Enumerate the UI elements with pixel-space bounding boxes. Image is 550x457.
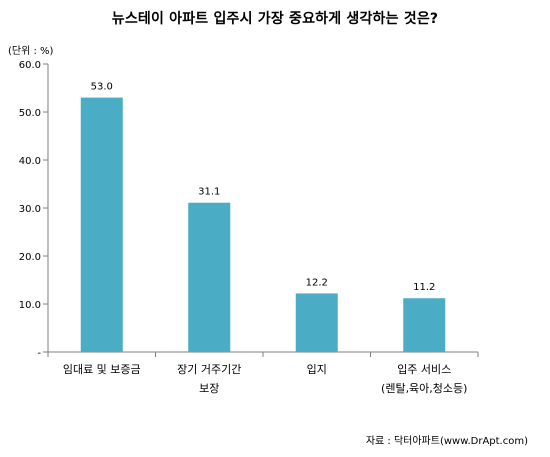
bar-value-label: 12.2 bbox=[306, 277, 328, 288]
source-note: 자료 : 닥터아파트(www.DrApt.com) bbox=[365, 436, 528, 447]
bar bbox=[295, 293, 338, 352]
chart-title: 뉴스테이 아파트 입주시 가장 중요하게 생각하는 것은? bbox=[111, 11, 439, 27]
bar bbox=[403, 298, 446, 352]
x-category-label: 보장 bbox=[199, 382, 219, 395]
y-tick-label: 20.0 bbox=[19, 252, 41, 263]
x-category-label: 장기 거주기간 bbox=[177, 363, 241, 376]
bar bbox=[80, 97, 123, 352]
bar-value-label: 11.2 bbox=[413, 282, 435, 293]
y-tick-label: 30.0 bbox=[19, 204, 41, 215]
bar bbox=[188, 202, 231, 352]
y-tick-label: 50.0 bbox=[19, 108, 41, 119]
y-tick-label: 40.0 bbox=[19, 156, 41, 167]
x-category-label: 임대료 및 보증금 bbox=[63, 363, 141, 376]
bar-value-label: 31.1 bbox=[198, 187, 220, 198]
x-category-label: 입주 서비스 bbox=[397, 363, 451, 376]
unit-label: (단위 : %) bbox=[8, 46, 54, 57]
x-category-label: 입지 bbox=[307, 363, 327, 376]
y-tick-label: 10.0 bbox=[19, 300, 41, 311]
y-tick-label: - bbox=[37, 348, 41, 359]
x-category-label: (렌탈,육아,청소등) bbox=[381, 382, 467, 395]
bar-value-label: 53.0 bbox=[91, 82, 113, 93]
y-tick-label: 60.0 bbox=[19, 60, 41, 71]
